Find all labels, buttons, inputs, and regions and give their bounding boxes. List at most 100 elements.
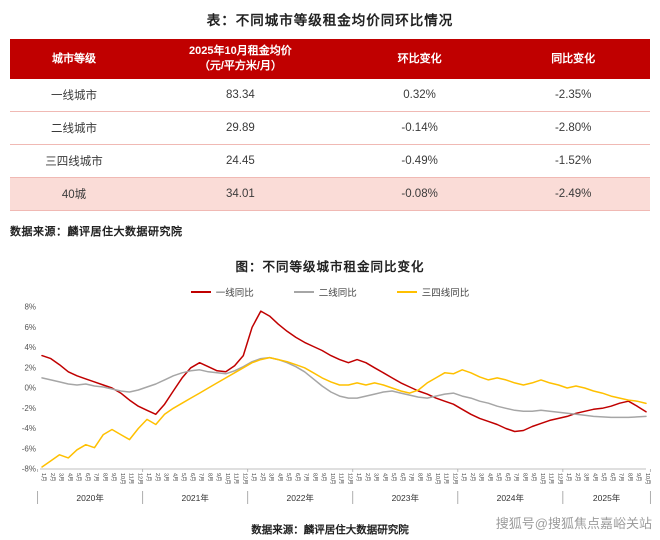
svg-text:1月: 1月 bbox=[460, 473, 467, 482]
svg-text:10月: 10月 bbox=[539, 473, 546, 485]
svg-text:1月: 1月 bbox=[145, 473, 152, 482]
svg-text:5月: 5月 bbox=[75, 473, 82, 482]
legend-item-tier34: 三四线同比 bbox=[396, 285, 470, 299]
svg-text:10月: 10月 bbox=[434, 473, 441, 485]
svg-text:10月: 10月 bbox=[644, 473, 651, 485]
svg-text:6月: 6月 bbox=[504, 473, 511, 482]
svg-text:6月: 6月 bbox=[294, 473, 301, 482]
svg-text:3月: 3月 bbox=[163, 473, 170, 482]
svg-text:5月: 5月 bbox=[600, 473, 607, 482]
table-title: 表：不同城市等级租金均价同环比情况 bbox=[206, 13, 454, 28]
svg-text:10月: 10月 bbox=[224, 473, 231, 485]
legend-label-tier1: 一线同比 bbox=[215, 288, 254, 299]
svg-text:2月: 2月 bbox=[259, 473, 266, 482]
table-row: 二线城市 29.89 -0.14% -2.80% bbox=[10, 112, 650, 145]
svg-text:9月: 9月 bbox=[110, 473, 117, 482]
tier-cell: 一线城市 bbox=[51, 90, 97, 102]
svg-text:8月: 8月 bbox=[101, 473, 108, 482]
svg-text:-4%: -4% bbox=[22, 424, 36, 433]
price-cell: 24.45 bbox=[226, 155, 255, 167]
col-header-price-line1: 2025年10月租金均价 bbox=[189, 45, 292, 58]
yoy-cell: -2.35% bbox=[554, 89, 592, 101]
svg-text:-2%: -2% bbox=[22, 404, 36, 413]
svg-text:7月: 7月 bbox=[513, 473, 520, 482]
legend-swatch-tier2 bbox=[293, 291, 314, 293]
svg-text:6%: 6% bbox=[24, 323, 36, 332]
svg-text:2020年: 2020年 bbox=[76, 493, 104, 503]
svg-text:-8%: -8% bbox=[22, 465, 36, 474]
svg-text:3月: 3月 bbox=[58, 473, 65, 482]
col-header-price-line2: （元/平方米/月） bbox=[198, 60, 282, 72]
svg-text:6月: 6月 bbox=[609, 473, 616, 482]
svg-text:1月: 1月 bbox=[355, 473, 362, 482]
svg-text:5月: 5月 bbox=[285, 473, 292, 482]
svg-text:2月: 2月 bbox=[469, 473, 476, 482]
col-header-price: 2025年10月租金均价 （元/平方米/月） bbox=[138, 44, 343, 74]
table-source: 数据来源：麟评居住大数据研究院 bbox=[10, 226, 183, 238]
svg-text:11月: 11月 bbox=[443, 473, 450, 484]
svg-text:1月: 1月 bbox=[250, 473, 257, 482]
svg-text:10月: 10月 bbox=[119, 473, 126, 485]
svg-text:1月: 1月 bbox=[565, 473, 572, 482]
svg-text:6月: 6月 bbox=[189, 473, 196, 482]
svg-text:2025年: 2025年 bbox=[593, 493, 621, 503]
legend-swatch-tier34 bbox=[396, 291, 417, 293]
svg-text:9月: 9月 bbox=[635, 473, 642, 482]
svg-text:7月: 7月 bbox=[198, 473, 205, 482]
svg-text:12月: 12月 bbox=[136, 473, 143, 485]
col-header-yoy: 同比变化 bbox=[551, 52, 596, 65]
svg-text:8月: 8月 bbox=[311, 473, 318, 482]
svg-text:-6%: -6% bbox=[22, 444, 36, 453]
table-row: 三四线城市 24.45 -0.49% -1.52% bbox=[10, 145, 650, 178]
svg-text:9月: 9月 bbox=[530, 473, 537, 482]
svg-text:7月: 7月 bbox=[408, 473, 415, 482]
svg-text:9月: 9月 bbox=[320, 473, 327, 482]
col-header-mom: 环比变化 bbox=[397, 52, 442, 65]
rent-table: 城市等级 2025年10月租金均价 （元/平方米/月） 环比变化 同比变化 一线… bbox=[10, 39, 650, 211]
svg-text:1月: 1月 bbox=[40, 473, 47, 482]
svg-text:4月: 4月 bbox=[381, 473, 388, 482]
svg-text:2月: 2月 bbox=[154, 473, 161, 482]
yoy-cell: -2.80% bbox=[554, 122, 592, 134]
price-cell: 83.34 bbox=[226, 89, 255, 101]
line-chart: 8%6%4%2%0%-2%-4%-6%-8%1月 2月 3月 4月 5月 6月 7月 8月 9月… bbox=[22, 303, 651, 504]
svg-text:12月: 12月 bbox=[241, 473, 248, 485]
svg-text:2024年: 2024年 bbox=[497, 493, 525, 503]
tier-cell: 二线城市 bbox=[51, 123, 97, 135]
svg-text:8月: 8月 bbox=[206, 473, 213, 482]
svg-text:2月: 2月 bbox=[574, 473, 581, 482]
chart-area: 8% 6% 4% 2% 0% -2% -4% -6% -8% 1月 2月 3月 4月 5月 6月 7月 8月 9月… bbox=[6, 301, 654, 522]
legend-label-tier2: 二线同比 bbox=[318, 288, 357, 299]
table-row-highlighted: 40城 34.01 -0.08% -2.49% bbox=[10, 178, 650, 211]
chart-legend: 一线同比 二线同比 三四线同比 bbox=[0, 285, 660, 299]
svg-text:7月: 7月 bbox=[93, 473, 100, 482]
svg-text:4月: 4月 bbox=[66, 473, 73, 482]
svg-text:11月: 11月 bbox=[548, 473, 555, 484]
svg-text:11月: 11月 bbox=[233, 473, 240, 484]
watermark: 搜狐号@搜狐焦点嘉峪关站 bbox=[495, 516, 652, 531]
svg-text:12月: 12月 bbox=[556, 473, 563, 485]
yoy-cell: -1.52% bbox=[554, 155, 592, 167]
tier-cell: 40城 bbox=[61, 189, 87, 201]
table-row: 一线城市 83.34 0.32% -2.35% bbox=[10, 79, 650, 112]
svg-text:12月: 12月 bbox=[346, 473, 353, 485]
chart-title: 图：不同等级城市租金同比变化 bbox=[235, 260, 425, 274]
svg-text:5月: 5月 bbox=[390, 473, 397, 482]
yoy-cell: -2.49% bbox=[554, 188, 592, 200]
chart-source: 数据来源：麟评居住大数据研究院 bbox=[251, 524, 409, 536]
svg-text:9月: 9月 bbox=[425, 473, 432, 482]
svg-text:8月: 8月 bbox=[416, 473, 423, 482]
svg-text:4月: 4月 bbox=[276, 473, 283, 482]
svg-text:6月: 6月 bbox=[84, 473, 91, 482]
legend-item-tier1: 一线同比 bbox=[190, 285, 254, 299]
price-cell: 29.89 bbox=[226, 122, 255, 134]
svg-text:10月: 10月 bbox=[329, 473, 336, 485]
svg-text:8月: 8月 bbox=[626, 473, 633, 482]
col-header-tier: 城市等级 bbox=[52, 52, 96, 65]
svg-text:4月: 4月 bbox=[171, 473, 178, 482]
legend-label-tier34: 三四线同比 bbox=[421, 288, 470, 299]
svg-text:5月: 5月 bbox=[180, 473, 187, 482]
svg-text:11月: 11月 bbox=[338, 473, 345, 484]
svg-text:4%: 4% bbox=[24, 343, 36, 352]
svg-text:3月: 3月 bbox=[583, 473, 590, 482]
